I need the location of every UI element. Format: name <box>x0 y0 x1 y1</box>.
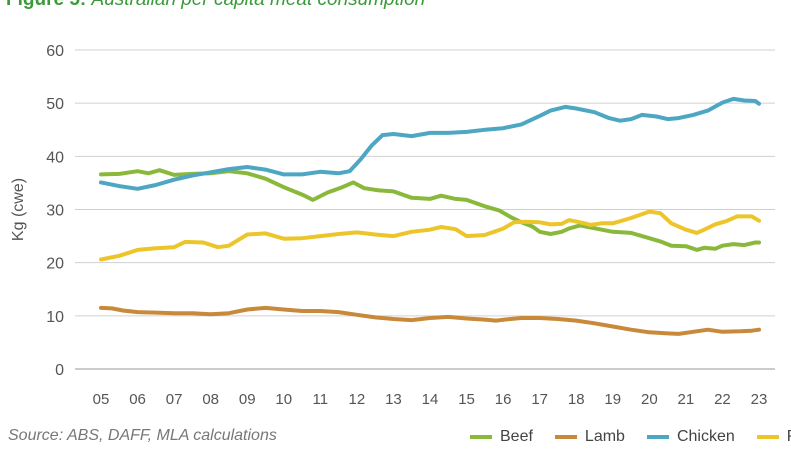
x-tick-label: 06 <box>129 391 146 408</box>
legend-swatch <box>646 435 669 439</box>
series-line-beef <box>99 168 761 252</box>
x-tick-label: 07 <box>166 391 183 408</box>
x-tick-label: 23 <box>751 391 768 408</box>
x-tick-label: 05 <box>93 391 110 408</box>
legend-item-lamb: Lamb <box>554 428 625 446</box>
y-tick-label: 60 <box>46 43 64 60</box>
chart-legend: Beef Lamb Chicken Pork <box>470 428 791 446</box>
x-tick-label: 20 <box>641 391 658 408</box>
x-tick-label: 09 <box>239 391 256 408</box>
legend-item-chicken: Chicken <box>646 428 735 446</box>
x-tick-label: 12 <box>349 391 366 408</box>
x-tick-label: 19 <box>604 391 621 408</box>
y-tick-label: 20 <box>46 256 64 273</box>
x-tick-label: 22 <box>714 391 731 408</box>
figure-title: Figure 5: Australian per capita meat con… <box>6 0 425 11</box>
line-chart: 0 10 20 30 40 50 60 05 06 07 08 09 10 11 12 13 14 15 16 17 1… <box>10 43 775 408</box>
x-tick-label: 21 <box>678 391 695 408</box>
figure-label: Figure 5: <box>6 0 86 10</box>
y-tick-label: 0 <box>55 362 64 379</box>
x-tick-label: 10 <box>275 391 292 408</box>
x-tick-label: 14 <box>422 391 439 408</box>
legend-label: Pork <box>787 428 791 446</box>
series-line-lamb <box>99 305 761 336</box>
x-tick-label: 13 <box>385 391 402 408</box>
legend-label: Chicken <box>676 428 735 445</box>
legend-swatch <box>470 435 492 439</box>
legend-swatch <box>554 435 577 439</box>
legend-label: Beef <box>500 428 533 445</box>
x-tick-label: 08 <box>202 391 219 408</box>
series-line-pork <box>99 209 761 262</box>
x-tick-label: 18 <box>568 391 585 408</box>
legend-label: Lamb <box>584 428 625 445</box>
series-line-chicken <box>99 96 761 191</box>
legend-item-beef: Beef <box>470 428 533 446</box>
x-tick-label: 11 <box>313 391 329 408</box>
legend-item-pork: Pork <box>756 428 791 446</box>
y-tick-label: 10 <box>46 309 64 326</box>
y-tick-label: 30 <box>46 203 64 220</box>
x-tick-label: 15 <box>458 391 475 408</box>
figure-title-text: Australian per capita meat consumption <box>92 0 426 10</box>
source-note: Source: ABS, DAFF, MLA calculations <box>8 427 277 444</box>
legend-swatch <box>756 435 779 439</box>
x-tick-label: 16 <box>495 391 512 408</box>
y-tick-label: 40 <box>46 149 64 166</box>
y-tick-label: 50 <box>46 96 64 113</box>
y-axis-label: Kg (cwe) <box>10 178 27 241</box>
x-tick-label: 17 <box>531 391 548 408</box>
